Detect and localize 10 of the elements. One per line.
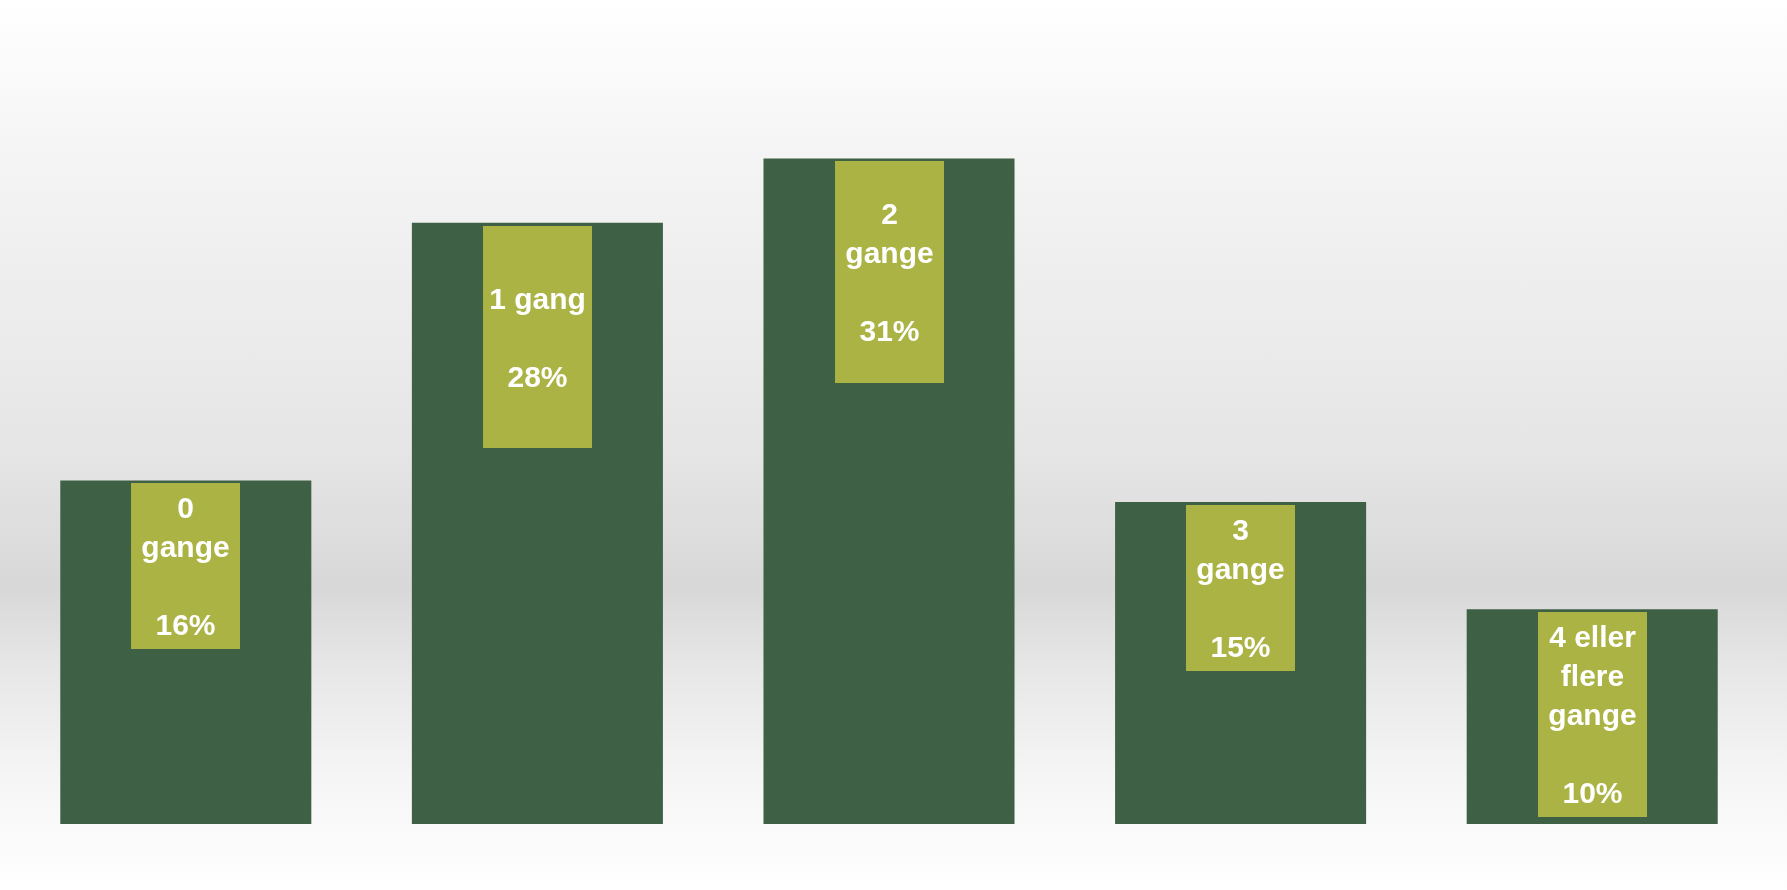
x-tick-label: 1 gang [489,281,586,315]
data-label: 16% [155,608,216,641]
x-tick-label: 2 gange [845,197,934,269]
data-label: 28% [507,359,568,393]
x-tick-label: 0 gange [141,491,230,563]
x-tick-label: 3 gange [1196,513,1285,585]
data-label: 31% [859,314,920,347]
x-tick-label: 4 eller flere gange [1548,620,1637,731]
data-label: 10% [1562,776,1623,809]
data-label: 15% [1210,630,1271,663]
